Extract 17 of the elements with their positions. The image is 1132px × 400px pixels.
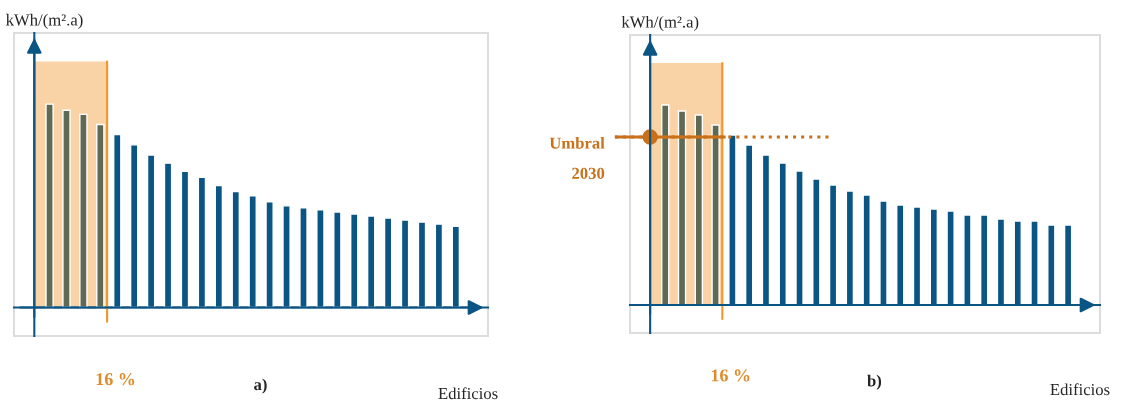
bar xyxy=(79,113,88,309)
x-axis-title: Edificios xyxy=(1050,383,1110,396)
text: a) xyxy=(254,378,267,394)
bar xyxy=(62,109,71,309)
bar xyxy=(677,110,687,306)
text: 16 % xyxy=(96,373,135,386)
bar xyxy=(45,103,54,309)
legend-label: Umbral 2030 xyxy=(549,137,605,179)
y-axis-title: kWh/(m².a) xyxy=(5,13,83,29)
bar xyxy=(661,104,670,306)
bar xyxy=(96,123,105,309)
bar xyxy=(694,114,704,306)
x-axis-title: Edificios xyxy=(438,387,498,400)
text: 16 % xyxy=(711,369,750,382)
bar xyxy=(711,124,720,306)
text: b) xyxy=(867,374,882,390)
y-axis-title: kWh/(m².a) xyxy=(621,15,699,31)
